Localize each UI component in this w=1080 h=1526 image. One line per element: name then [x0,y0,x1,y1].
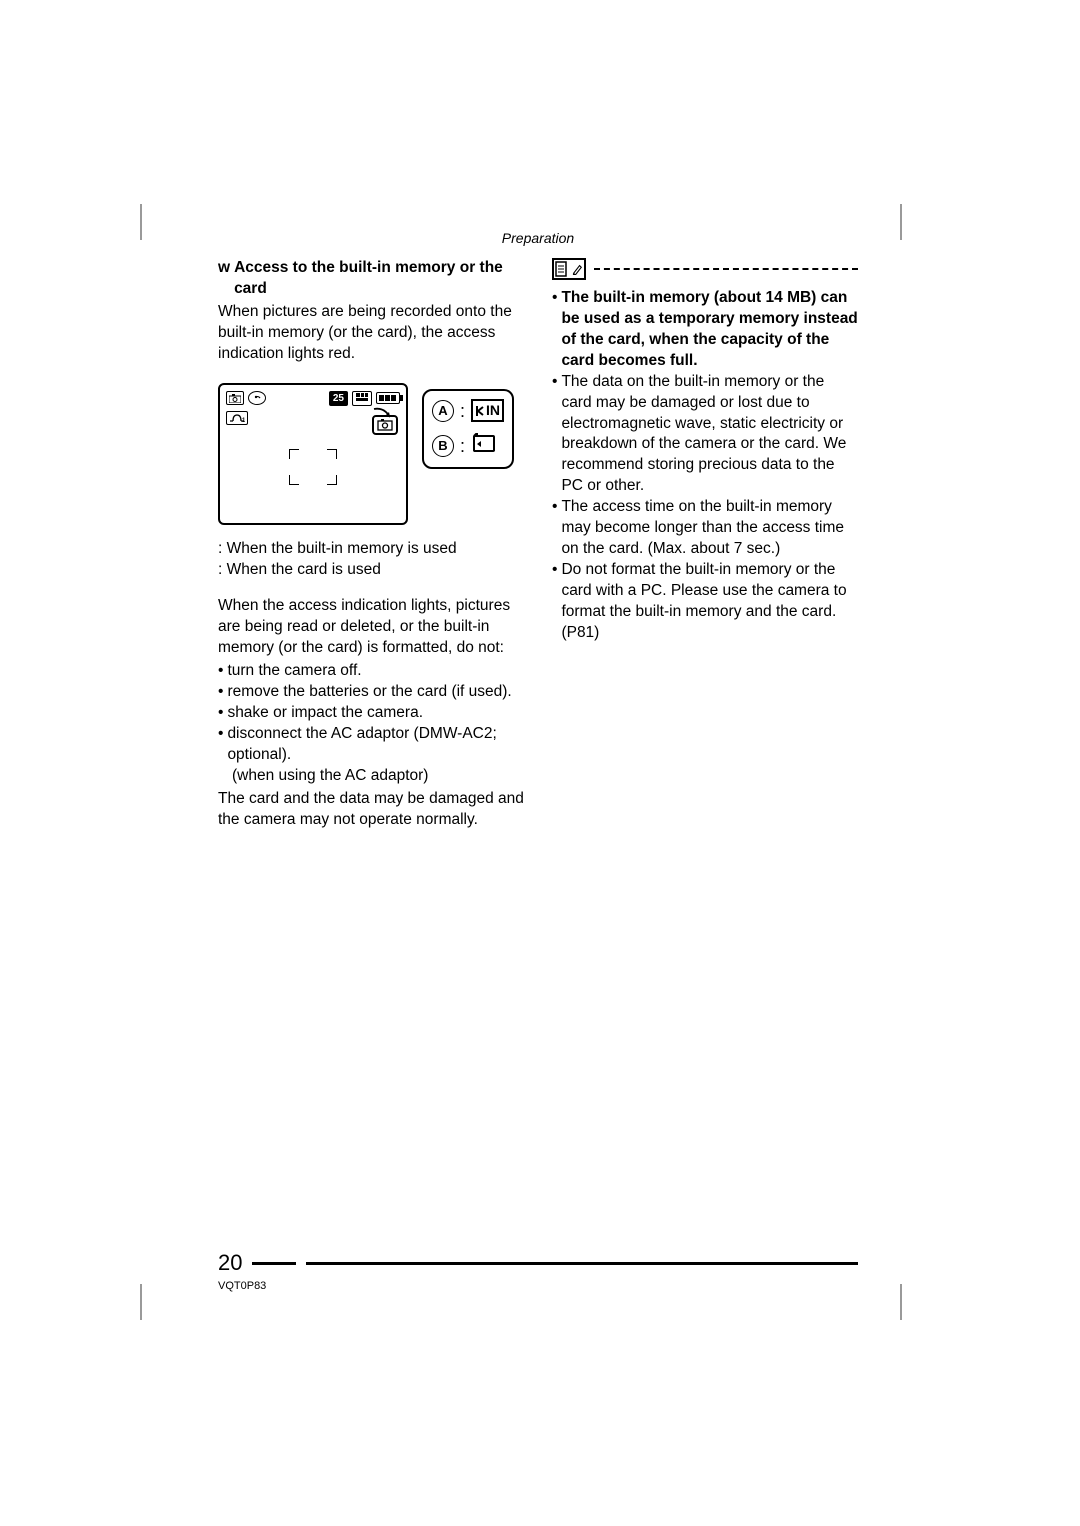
note-bullet-2: The data on the built-in memory or the c… [561,372,858,498]
note-bullet-4: Do not format the built-in memory or the… [561,560,858,644]
note-dashes [594,268,858,270]
built-in-memory-icon: IN [471,399,504,422]
access-indicator-icon [372,415,398,435]
lcd-illustration: 25 1 [218,383,408,525]
lcd-counter: 25 [329,391,348,407]
def-a: : When the built-in memory is used [218,539,524,560]
note-bullet-1: The built-in memory (about 14 MB) can be… [561,288,858,372]
legend-definitions: : When the built-in memory is used : Whe… [218,539,524,581]
legend-colon: : [460,434,465,458]
crop-mark [140,204,142,240]
subhead-text: Access to the built-in memory or the car… [234,258,524,300]
document-code: VQT0P83 [218,1280,858,1292]
legend-colon: : [460,399,465,423]
in-text: IN [486,401,500,420]
bullet-4: disconnect the AC adaptor (DMW-AC2; opti… [227,724,524,766]
legend-b-marker: B [432,435,454,457]
crop-mark [900,204,902,240]
legend-a-marker: A [432,400,454,422]
pencil-icon [571,263,583,275]
card-icon [471,433,497,459]
bullet-1: turn the camera off. [227,661,361,682]
footer-rule-long [306,1262,858,1265]
do-not-list: •turn the camera off. •remove the batter… [218,661,524,787]
page-number: 20 [218,1250,242,1276]
left-column: wAccess to the built-in memory or the ca… [218,258,524,831]
bullet-2: remove the batteries or the card (if use… [227,682,511,703]
section-header: Preparation [218,230,858,246]
warning-outro: The card and the data may be damaged and… [218,789,524,831]
subheading: wAccess to the built-in memory or the ca… [218,258,524,300]
lcd-size-icon [352,391,372,406]
warning-intro: When the access indication lights, pictu… [218,596,524,659]
crop-mark [900,1284,902,1320]
subhead-prefix: w [218,258,230,300]
right-column: •The built-in memory (about 14 MB) can b… [552,258,858,831]
battery-icon [376,392,400,404]
bullet-4-note: (when using the AC adaptor) [218,766,524,787]
page-content: Preparation wAccess to the built-in memo… [218,230,858,831]
footer-rule: 20 [218,1250,858,1276]
page-footer: 20 VQT0P83 [218,1250,858,1292]
lcd-top-row: 25 [226,391,400,407]
svg-text:1: 1 [242,418,245,423]
lcd-second-row: 1 [226,411,248,425]
legend-box: A : IN B : [422,389,514,470]
camera-screen-figure: 25 1 [218,383,524,525]
focus-brackets [289,449,337,485]
bullet-3: shake or impact the camera. [227,703,423,724]
two-column-layout: wAccess to the built-in memory or the ca… [218,258,858,831]
stabilizer-icon: 1 [226,411,248,425]
note-bullet-3: The access time on the built-in memory m… [561,497,858,560]
def-b: : When the card is used [218,560,524,581]
flash-icon [248,391,266,405]
legend-row-b: B : [432,433,504,459]
camera-mode-icon [226,391,244,405]
note-icon [552,258,586,280]
note-header [552,258,858,280]
intro-paragraph: When pictures are being recorded onto th… [218,302,524,365]
note-bullets: •The built-in memory (about 14 MB) can b… [552,288,858,644]
legend-row-a: A : IN [432,399,504,423]
footer-rule-short [252,1262,296,1265]
crop-mark [140,1284,142,1320]
